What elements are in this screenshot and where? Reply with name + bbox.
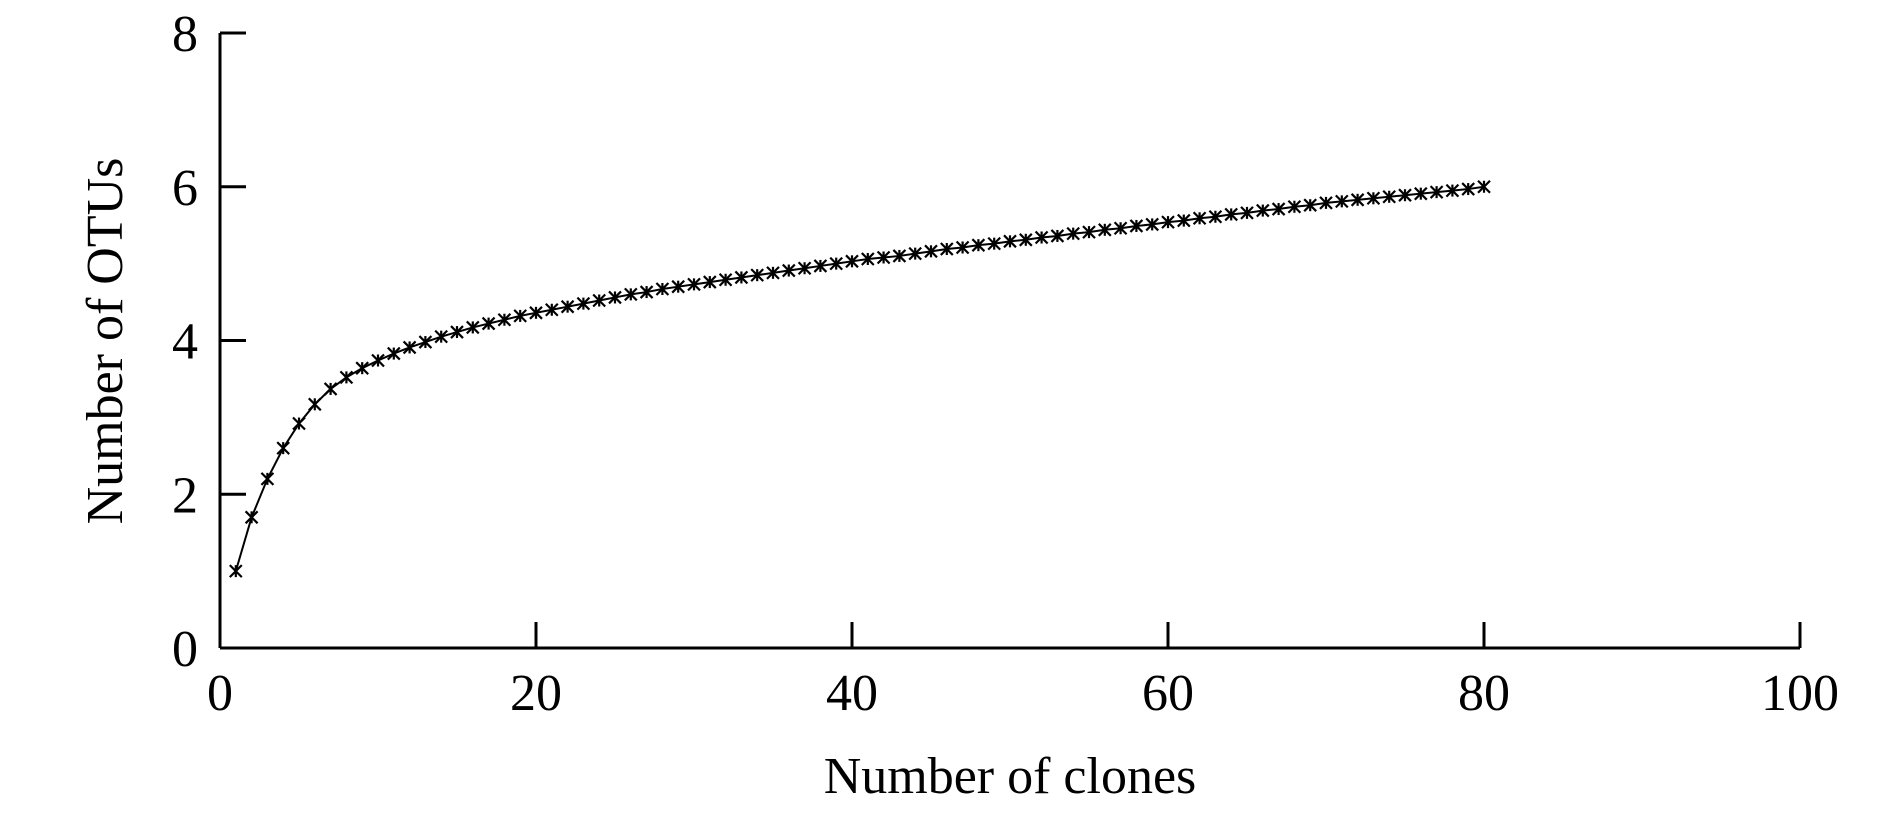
x-tick-label: 80 <box>1458 665 1510 722</box>
data-point <box>1398 188 1412 202</box>
data-point <box>466 320 480 335</box>
data-point <box>687 277 701 292</box>
data-point <box>608 290 622 305</box>
data-point <box>813 259 828 273</box>
data-point <box>339 370 354 385</box>
axes <box>218 33 1800 650</box>
data-point <box>1050 229 1065 243</box>
data-point <box>1303 198 1317 212</box>
x-tick-label: 100 <box>1761 665 1839 722</box>
data-point <box>829 256 843 271</box>
x-tick-label: 20 <box>510 665 562 722</box>
data-point <box>655 282 670 296</box>
data-point <box>450 325 464 339</box>
data-point <box>481 316 496 331</box>
data-point <box>861 252 875 266</box>
data-point <box>671 279 685 294</box>
data-point <box>1335 194 1349 209</box>
data-point <box>545 302 559 317</box>
data-point <box>892 249 907 263</box>
data-point <box>624 287 638 302</box>
data-point <box>513 309 527 323</box>
data-point <box>1240 206 1254 220</box>
data-point <box>1256 203 1270 218</box>
data-point <box>703 275 717 289</box>
data-point <box>323 382 338 396</box>
series-line <box>234 185 1485 572</box>
data-point <box>260 472 275 486</box>
data-point <box>371 353 385 368</box>
x-tick-label: 0 <box>207 665 233 722</box>
data-point <box>876 250 891 265</box>
data-point <box>1414 186 1428 201</box>
y-tick-label: 4 <box>172 314 198 371</box>
data-point <box>1287 199 1302 214</box>
data-point <box>845 254 859 269</box>
x-axis-title: Number of clones <box>824 748 1197 805</box>
data-point <box>418 335 433 349</box>
data-point <box>639 285 654 299</box>
x-tick-label: 60 <box>1142 665 1194 722</box>
data-point <box>1429 185 1444 199</box>
data-point <box>750 268 764 282</box>
data-point <box>1366 191 1381 206</box>
data-point <box>971 238 986 252</box>
data-point <box>1003 234 1017 249</box>
data-point <box>1271 202 1286 216</box>
data-point <box>497 312 512 327</box>
data-point <box>955 240 970 255</box>
data-point <box>355 361 369 375</box>
data-point <box>1019 233 1033 247</box>
data-point <box>592 293 606 308</box>
data-point <box>1034 230 1049 245</box>
data-point <box>1477 179 1491 194</box>
data-point <box>560 299 575 314</box>
data-point <box>766 266 780 280</box>
data-point <box>1350 193 1365 207</box>
data-point <box>718 272 733 287</box>
data-point <box>1098 223 1112 237</box>
data-point <box>229 564 243 578</box>
data-point <box>1161 215 1175 229</box>
data-point <box>387 346 401 361</box>
y-tick-label: 0 <box>172 621 198 678</box>
data-point <box>797 261 812 276</box>
data-point <box>1461 182 1475 196</box>
data-point <box>1224 207 1238 222</box>
x-ticks: 0 20 40 60 80 100 <box>207 622 1839 722</box>
y-axis-title: Number of OTUs <box>77 158 134 525</box>
data-point <box>1129 219 1144 233</box>
data-point <box>244 510 259 525</box>
y-tick-label: 8 <box>172 6 198 63</box>
data-point <box>1177 213 1191 228</box>
data-point <box>1082 225 1096 239</box>
x-tick-label: 40 <box>826 665 878 722</box>
data-point <box>924 244 938 259</box>
data-point <box>1208 209 1223 224</box>
data-point <box>1066 226 1080 241</box>
data-point <box>908 246 922 261</box>
data-point <box>276 441 290 455</box>
data-point <box>1382 189 1396 204</box>
y-ticks: 0 2 4 6 8 <box>172 6 246 678</box>
data-point <box>1113 221 1128 236</box>
data-point <box>576 296 591 311</box>
series-group <box>229 179 1491 578</box>
data-point <box>1145 217 1159 232</box>
data-point <box>940 242 954 256</box>
data-point <box>434 329 448 344</box>
data-point <box>292 416 306 431</box>
data-point <box>529 306 543 320</box>
data-point <box>308 397 322 412</box>
data-point <box>734 270 749 285</box>
data-point <box>1319 196 1333 210</box>
data-point <box>782 263 796 278</box>
data-point <box>1445 183 1460 198</box>
y-tick-label: 6 <box>172 160 198 217</box>
y-tick-label: 2 <box>172 467 198 524</box>
data-point <box>1192 211 1207 226</box>
data-point <box>402 340 417 355</box>
data-point <box>987 236 1001 251</box>
